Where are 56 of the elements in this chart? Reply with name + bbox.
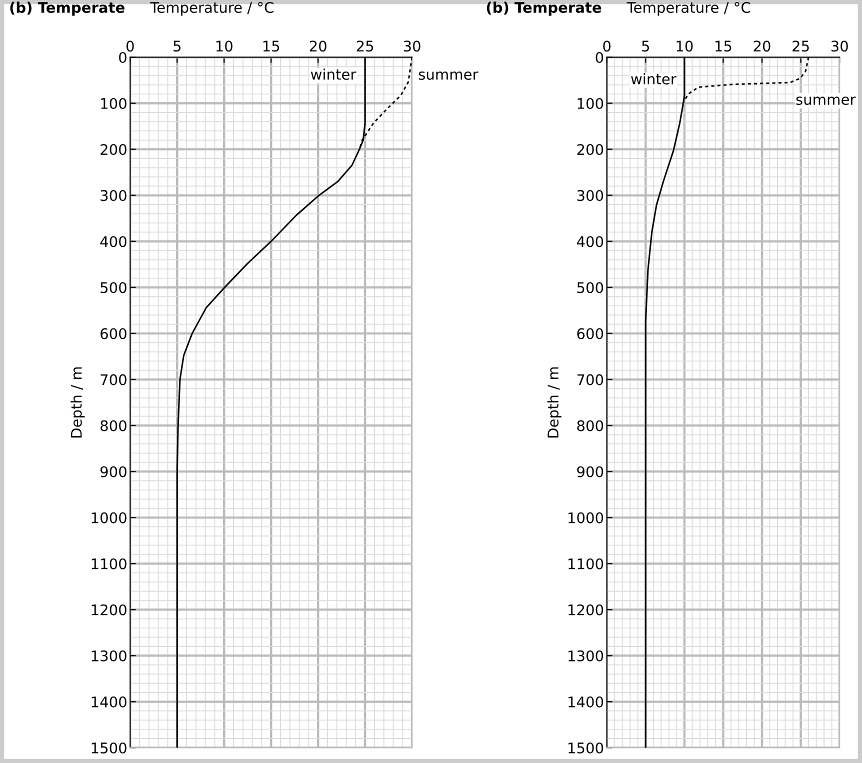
y-tick-label: 800 xyxy=(100,420,126,432)
y-tick-label: 100 xyxy=(101,98,126,110)
y-tick-label: 1000 xyxy=(568,512,604,524)
x-tick-label: 20 xyxy=(754,40,770,52)
y-tick-label: 100 xyxy=(578,98,604,110)
y-tick-label: 1100 xyxy=(568,558,604,570)
x-tick-label: 15 xyxy=(263,40,280,52)
y-tick-label: 200 xyxy=(577,144,604,156)
y-tick-label: 900 xyxy=(100,466,126,478)
x-tick-label: 0 xyxy=(126,40,134,52)
x-axis-title: Temperature / °C xyxy=(150,2,274,16)
chart-title: (b) Temperate xyxy=(10,2,124,16)
y-tick-label: 900 xyxy=(577,466,604,478)
y-tick-label: 0 xyxy=(119,52,126,63)
x-tick-label: 10 xyxy=(676,40,693,52)
x-tick-label: 5 xyxy=(642,40,650,52)
annotation: winter xyxy=(631,73,676,84)
x-tick-label: 20 xyxy=(310,40,326,52)
annotation: summer xyxy=(418,71,478,80)
y-tick-label: 1300 xyxy=(92,650,126,662)
x-tick-label: 25 xyxy=(356,40,374,52)
y-tick-label: 0 xyxy=(596,52,604,63)
x-tick-label: 5 xyxy=(174,40,181,52)
annotation: winter xyxy=(310,68,356,80)
y-tick-label: 300 xyxy=(577,190,604,202)
annotation: summer xyxy=(796,96,856,105)
y-tick-label: 600 xyxy=(577,328,604,340)
y-tick-label: 400 xyxy=(576,236,604,248)
y-tick-label: 700 xyxy=(100,374,126,386)
y-tick-label: 1200 xyxy=(92,604,126,616)
x-tick-label: 25 xyxy=(792,40,809,52)
y-tick-label: 1100 xyxy=(92,558,126,570)
y-tick-label: 700 xyxy=(577,374,604,386)
y-tick-label: 200 xyxy=(100,144,126,156)
y-axis-title: Depth / m xyxy=(547,367,562,438)
y-tick-label: 1500 xyxy=(92,742,126,754)
y-tick-label: 500 xyxy=(100,282,126,294)
chart-title: (b) Temperate xyxy=(486,2,602,16)
y-tick-label: 1400 xyxy=(568,696,604,708)
y-tick-label: 600 xyxy=(100,328,126,340)
y-tick-label: 800 xyxy=(577,420,604,432)
x-axis-title: Temperature / °C xyxy=(626,2,750,16)
x-tick-label: 10 xyxy=(216,40,232,52)
y-tick-label: 300 xyxy=(100,190,126,202)
y-tick-label: 1400 xyxy=(92,696,126,708)
y-tick-label: 500 xyxy=(577,282,604,294)
x-tick-label: 0 xyxy=(603,40,611,52)
x-tick-label: 15 xyxy=(716,40,732,52)
y-tick-label: 1000 xyxy=(92,512,126,524)
y-tick-label: 1200 xyxy=(568,604,604,616)
y-tick-label: 400 xyxy=(100,236,126,248)
y-tick-label: 1300 xyxy=(568,650,604,662)
y-axis-title: Depth / m xyxy=(70,367,85,438)
x-tick-label: 30 xyxy=(831,40,848,52)
y-tick-label: 1500 xyxy=(568,742,604,754)
x-tick-label: 30 xyxy=(404,40,420,52)
